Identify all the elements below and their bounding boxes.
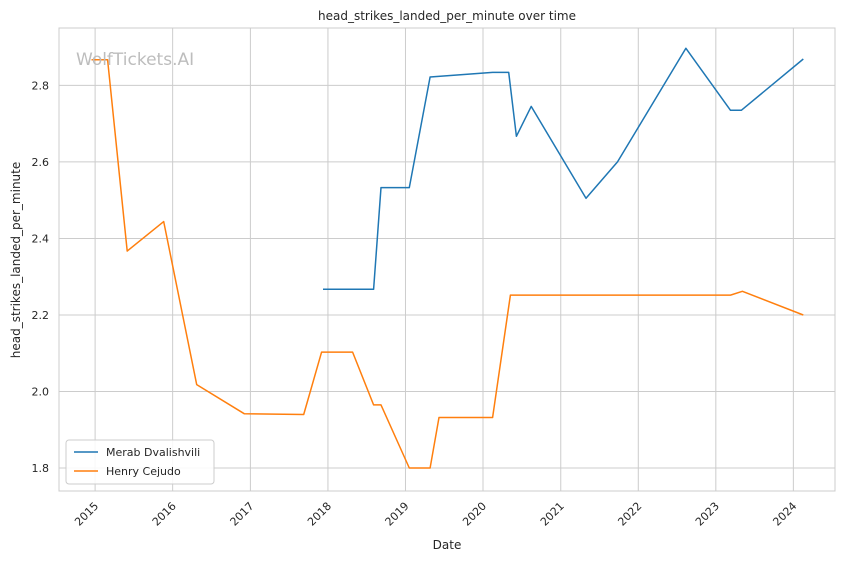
x-tick-label: 2019 [383, 500, 412, 529]
series-layer [91, 47, 804, 469]
chart-title: head_strikes_landed_per_minute over time [318, 9, 576, 23]
y-tick-label: 2.8 [32, 79, 50, 92]
x-tick-label: 2024 [770, 500, 799, 529]
x-axis-ticks: 2015 2016 2017 2018 2019 2020 2021 2022 2023 2024 [72, 500, 799, 529]
y-tick-label: 2.0 [32, 386, 50, 399]
y-axis-ticks: 1.8 2.0 2.2 2.4 2.6 2.8 [32, 79, 50, 475]
watermark: WolfTickets.AI [76, 50, 194, 70]
x-tick-label: 2020 [460, 500, 489, 529]
x-tick-label: 2022 [615, 500, 644, 529]
legend-label-merab: Merab Dvalishvili [106, 446, 200, 459]
x-tick-label: 2017 [228, 500, 257, 529]
legend-box [65, 439, 215, 485]
y-axis-label: head_strikes_landed_per_minute [9, 162, 23, 359]
x-tick-label: 2015 [72, 500, 101, 529]
y-tick-label: 2.2 [32, 309, 50, 322]
y-tick-label: 2.4 [32, 232, 50, 245]
legend: Merab Dvalishvili Henry Cejudo [65, 439, 215, 485]
series-line-1 [91, 59, 804, 469]
y-tick-label: 1.8 [32, 462, 50, 475]
x-tick-label: 2021 [538, 500, 567, 529]
x-tick-label: 2023 [693, 500, 722, 529]
x-tick-label: 2016 [150, 500, 179, 529]
x-axis-label: Date [433, 538, 462, 552]
plot-area [58, 27, 836, 492]
legend-label-henry: Henry Cejudo [106, 465, 181, 478]
series-line-0 [323, 47, 804, 291]
y-tick-label: 2.6 [32, 156, 50, 169]
x-tick-label: 2018 [305, 500, 334, 529]
